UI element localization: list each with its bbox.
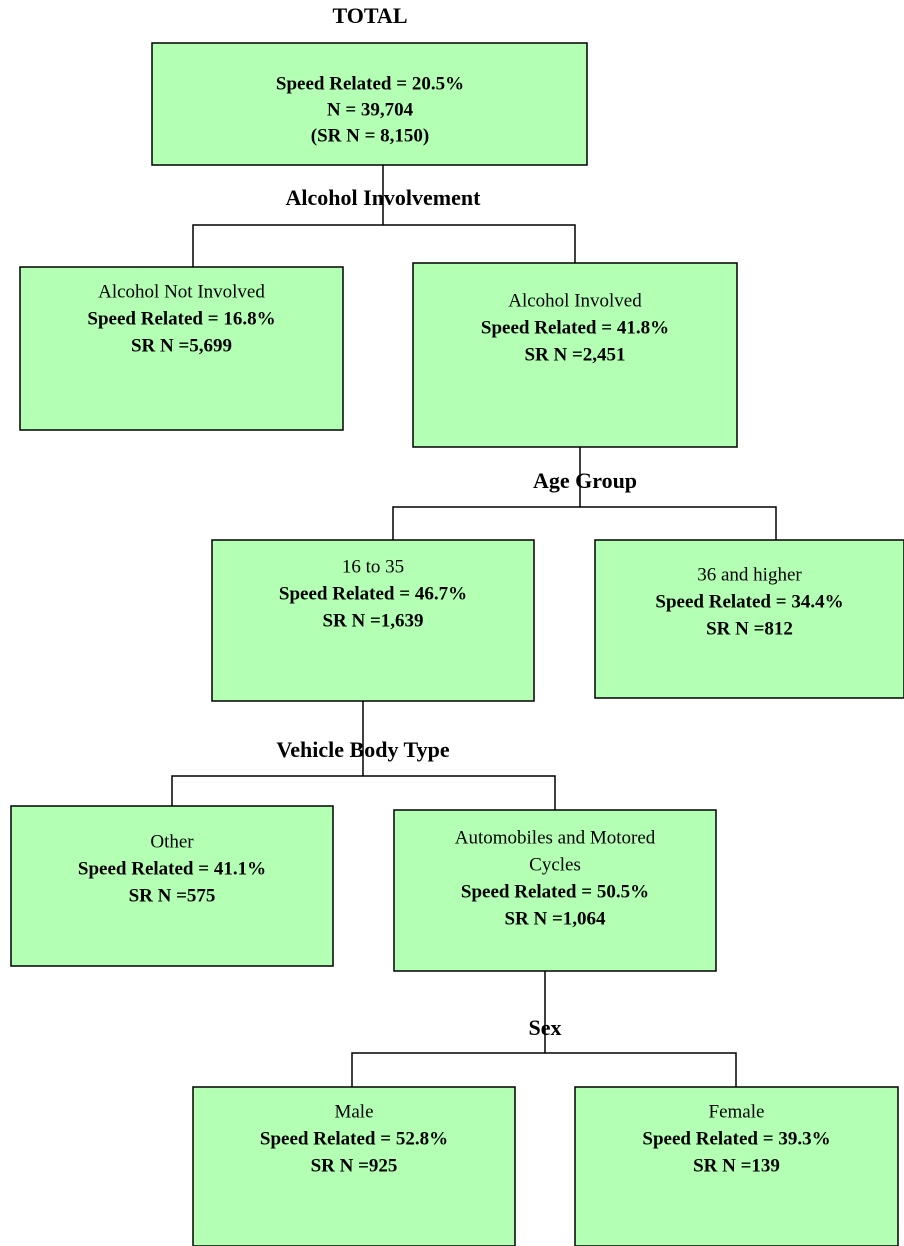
split-label: Vehicle Body Type — [276, 737, 449, 762]
sr-n: SR N =575 — [129, 885, 216, 906]
root-box — [151, 42, 588, 166]
connector — [192, 224, 576, 267]
node-box — [574, 1086, 899, 1246]
sr-n: SR N =1,639 — [322, 610, 423, 631]
connector — [171, 775, 556, 810]
connector — [392, 506, 777, 540]
sr-n: SR N =925 — [311, 1155, 398, 1176]
sr-n: SR N =1,064 — [504, 908, 606, 929]
root-line: N = 39,704 — [327, 99, 414, 120]
node-label: 16 to 35 — [342, 556, 404, 577]
connectors — [171, 165, 777, 1087]
speed-related: Speed Related = 50.5% — [461, 881, 649, 902]
node-box — [19, 266, 344, 431]
split-label: Age Group — [533, 468, 637, 493]
node-box — [192, 1086, 516, 1246]
speed-related: Speed Related = 34.4% — [655, 591, 843, 612]
root-line: Speed Related = 20.5% — [276, 73, 464, 94]
node-label: Cycles — [529, 854, 581, 875]
node-label: Automobiles and Motored — [455, 827, 656, 848]
speed-related: Speed Related = 46.7% — [279, 583, 467, 604]
sr-n: SR N =139 — [693, 1155, 780, 1176]
speed-related: Speed Related = 52.8% — [260, 1128, 448, 1149]
title: TOTAL — [333, 3, 408, 28]
node-label: Other — [150, 831, 194, 852]
node-label: Alcohol Involved — [508, 290, 642, 311]
root-line: (SR N = 8,150) — [311, 125, 430, 146]
speed-related: Speed Related = 41.1% — [78, 858, 266, 879]
node-label: Female — [709, 1101, 765, 1122]
speed-related: Speed Related = 16.8% — [87, 308, 275, 329]
node-box — [393, 809, 717, 972]
node-box — [594, 539, 904, 699]
node-label: Alcohol Not Involved — [98, 281, 265, 302]
sr-n: SR N =2,451 — [524, 344, 625, 365]
node-box — [211, 539, 535, 702]
split-label: Alcohol Involvement — [286, 185, 482, 210]
sr-n: SR N =812 — [706, 618, 793, 639]
sr-n: SR N =5,699 — [131, 335, 232, 356]
node-box — [10, 805, 334, 967]
speed-related: Speed Related = 41.8% — [481, 317, 669, 338]
node-label: Male — [334, 1101, 373, 1122]
speed-related: Speed Related = 39.3% — [642, 1128, 830, 1149]
connector — [351, 1052, 737, 1087]
node-box — [412, 262, 738, 448]
split-label: Sex — [529, 1015, 562, 1040]
node-label: 36 and higher — [697, 564, 802, 585]
